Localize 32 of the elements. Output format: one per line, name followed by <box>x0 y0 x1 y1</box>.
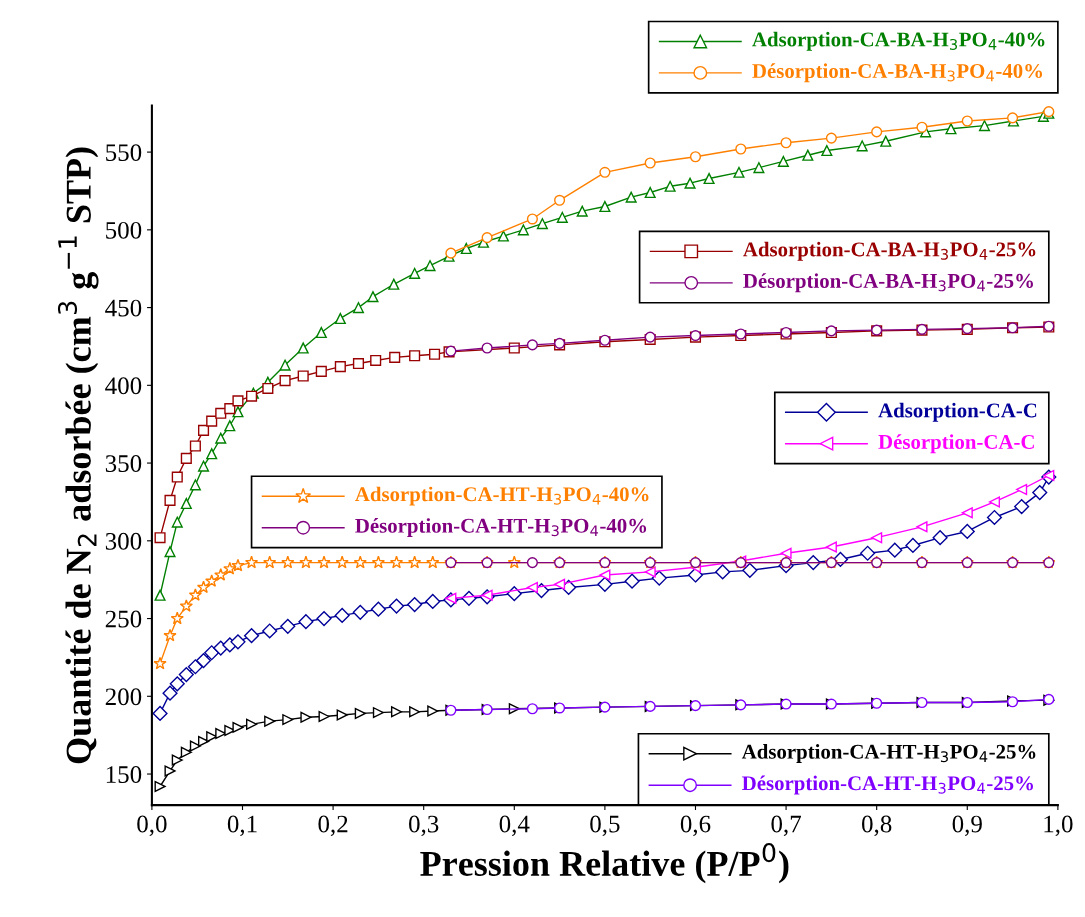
x-tick-label: 0,5 <box>590 815 620 837</box>
y-tick-label: 200 <box>105 688 142 706</box>
legend-label: Désorption-CA-HT-H$_{3}$PO$_{4}$-25% <box>742 775 1033 795</box>
x-tick-label: 0,7 <box>771 815 801 837</box>
legend-label: Adsorption-CA-BA-H$_{3}$PO$_{4}$-25% <box>743 241 1036 261</box>
x-tick-label: 0,9 <box>952 815 982 837</box>
y-tick-label: 500 <box>106 221 142 239</box>
x-tick-label: 1,0 <box>1044 815 1073 837</box>
y-tick-label: 400 <box>105 377 142 395</box>
legend-label: Désorption-CA-C <box>878 434 1034 454</box>
x-tick-label: 0,8 <box>862 815 892 837</box>
legend-label: Désorption-CA-BA-H$_{3}$PO$_{4}$-40% <box>752 63 1043 83</box>
y-tick-label: 350 <box>105 455 142 472</box>
y-tick-label: 300 <box>105 532 142 550</box>
x-tick-label: 0,4 <box>499 815 530 837</box>
legend-label: Adsorption-CA-BA-H$_{3}$PO$_{4}$-40% <box>752 31 1045 51</box>
legend-label: Adsorption-CA-C <box>878 402 1037 422</box>
y-tick-label: 550 <box>106 144 142 162</box>
legend-label: Adsorption-CA-HT-H$_{3}$PO$_{4}$-40% <box>355 486 649 506</box>
x-tick-label: 0,3 <box>409 815 439 837</box>
x-tick-label: 0,1 <box>227 815 257 837</box>
legend-label: Désorption-CA-HT-H$_{3}$PO$_{4}$-40% <box>355 518 647 538</box>
x-tick-label: 0,2 <box>318 815 348 837</box>
legend-label: Adsorption-CA-HT-H$_{3}$PO$_{4}$-25% <box>741 744 1036 764</box>
x-axis-title: Pression Relative (P/P$^{0}$) <box>420 843 789 884</box>
y-tick-label: 150 <box>106 766 142 783</box>
y-tick-label: 250 <box>105 610 142 628</box>
y-axis-title: Quantité de N$_{2}$ adsorbée (cm$^{3}$ g$^{−1}$ STP) <box>57 147 99 764</box>
y-tick-label: 450 <box>105 299 142 317</box>
x-tick-label: 0,0 <box>137 815 167 837</box>
x-tick-label: 0,6 <box>680 815 711 837</box>
legend-label: Désorption-CA-BA-H$_{3}$PO$_{4}$-25% <box>743 273 1033 293</box>
